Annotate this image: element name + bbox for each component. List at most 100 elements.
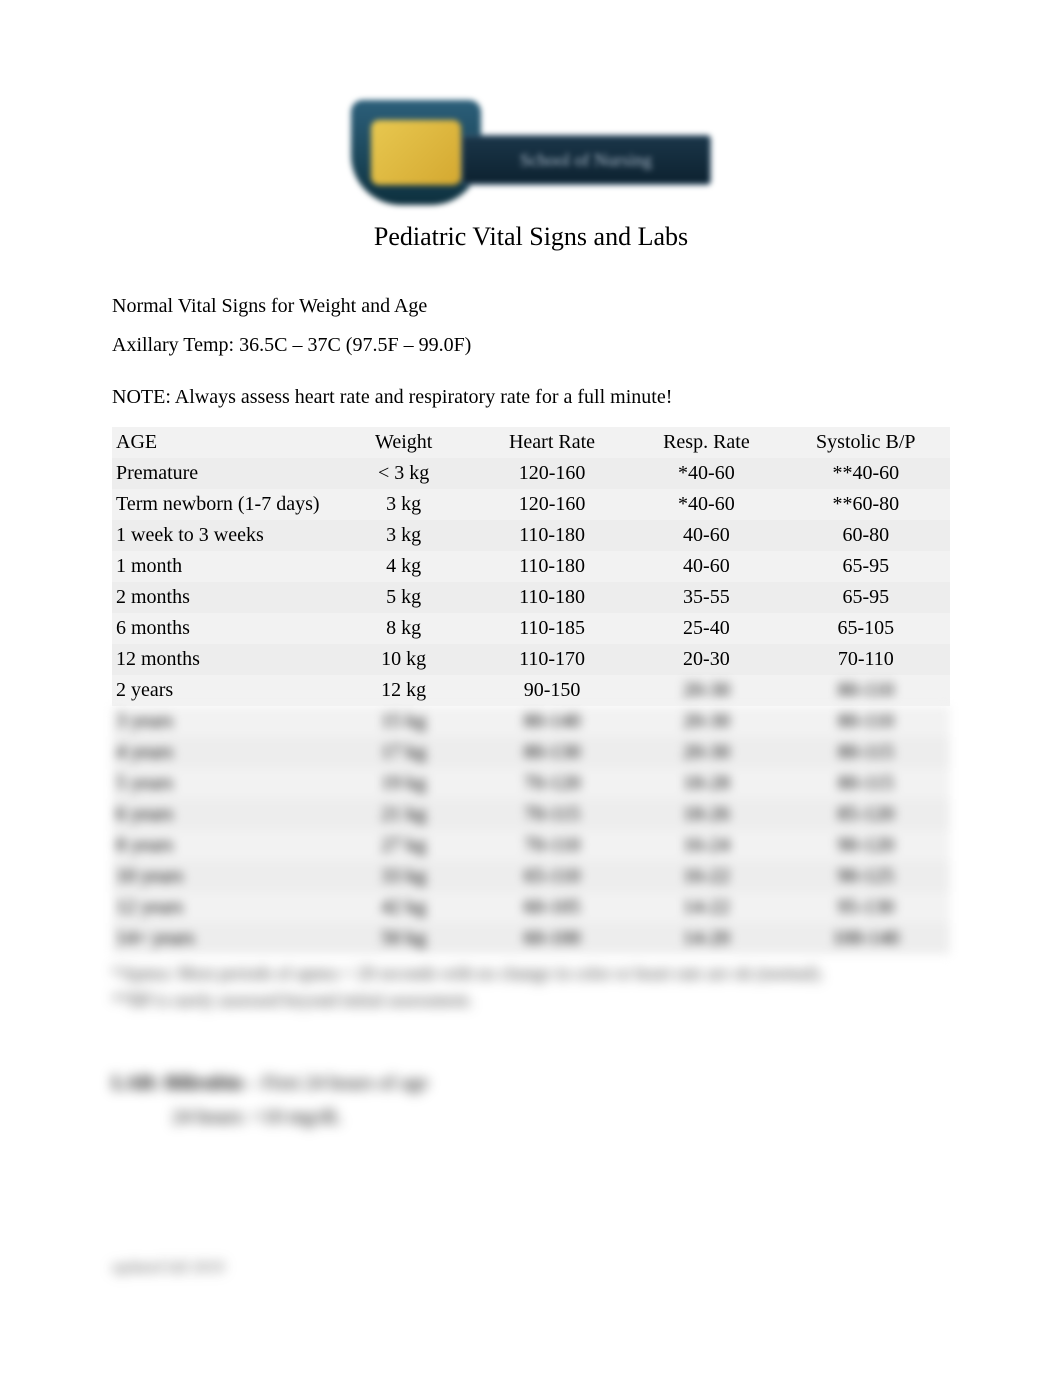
footnote: *Apnea: Most periods of apnea < 20 secon…	[112, 960, 950, 1014]
cell-age: 12 months	[112, 644, 335, 675]
cell-resprate: 35-55	[631, 582, 781, 613]
cell-age: 4 years	[112, 737, 335, 768]
cell-heartrate: 60-105	[473, 892, 631, 923]
cell-heartrate: 110-180	[473, 520, 631, 551]
cell-bp: **40-60	[782, 458, 950, 489]
cell-age: 1 month	[112, 551, 335, 582]
cell-bp: 80-110	[782, 706, 950, 737]
logo-container: School of Nursing	[112, 100, 950, 210]
cell-age: 5 years	[112, 768, 335, 799]
cell-weight: < 3 kg	[335, 458, 473, 489]
note-line: NOTE: Always assess heart rate and respi…	[112, 386, 950, 409]
intro-line2: Axillary Temp: 36.5C – 37C (97.5F – 99.0…	[112, 329, 950, 362]
cell-weight: 33 kg	[335, 861, 473, 892]
table-row: 10 years 33 kg 65-110 16-22 90-125	[112, 861, 950, 892]
cell-age: 2 months	[112, 582, 335, 613]
intro-line1: Normal Vital Signs for Weight and Age	[112, 290, 950, 323]
cell-resprate: 20-30	[631, 706, 781, 737]
footnote-line2: **BP is rarely assessed beyond initial a…	[112, 987, 950, 1014]
cell-resprate: 14-20	[631, 923, 781, 954]
lab-line2: 24 hours: <10 mg/dL	[112, 1100, 950, 1134]
cell-heartrate: 70-115	[473, 799, 631, 830]
cell-resprate: 14-22	[631, 892, 781, 923]
cell-weight: 4 kg	[335, 551, 473, 582]
cell-age: 10 years	[112, 861, 335, 892]
table-row: 6 years 21 kg 70-115 18-26 85-120	[112, 799, 950, 830]
cell-resprate: 18-26	[631, 799, 781, 830]
cell-resprate: 40-60	[631, 520, 781, 551]
cell-age: 3 years	[112, 706, 335, 737]
col-header-bp: Systolic B/P	[782, 427, 950, 458]
cell-heartrate: 65-110	[473, 861, 631, 892]
cell-age: Premature	[112, 458, 335, 489]
cell-resprate: 20-30	[631, 737, 781, 768]
cell-bp: 65-95	[782, 551, 950, 582]
cell-weight: 3 kg	[335, 520, 473, 551]
cell-resprate: 18-28	[631, 768, 781, 799]
cell-weight: 10 kg	[335, 644, 473, 675]
table-row: 5 years 19 kg 70-120 18-28 80-115	[112, 768, 950, 799]
cell-age: 14+ years	[112, 923, 335, 954]
bottom-note: updated fall 2019	[112, 1259, 224, 1277]
table-row: 2 months 5 kg 110-180 35-55 65-95	[112, 582, 950, 613]
table-header-row: AGE Weight Heart Rate Resp. Rate Systoli…	[112, 427, 950, 458]
cell-weight: 21 kg	[335, 799, 473, 830]
cell-heartrate: 70-110	[473, 830, 631, 861]
page-title: Pediatric Vital Signs and Labs	[112, 222, 950, 252]
cell-bp: 85-120	[782, 799, 950, 830]
table-row: 12 months 10 kg 110-170 20-30 70-110	[112, 644, 950, 675]
cell-weight: 27 kg	[335, 830, 473, 861]
cell-heartrate: 120-160	[473, 489, 631, 520]
cell-heartrate: 70-120	[473, 768, 631, 799]
cell-weight: 19 kg	[335, 768, 473, 799]
cell-age: 1 week to 3 weeks	[112, 520, 335, 551]
cell-resprate: 16-24	[631, 830, 781, 861]
cell-heartrate: 110-180	[473, 582, 631, 613]
col-header-resprate: Resp. Rate	[631, 427, 781, 458]
col-header-heartrate: Heart Rate	[473, 427, 631, 458]
table-row: 2 years 12 kg 90-150 20-30 80-110	[112, 675, 950, 706]
lab-rest: – First 24 hours of age	[243, 1072, 429, 1094]
table-row: Premature < 3 kg 120-160 *40-60 **40-60	[112, 458, 950, 489]
logo-banner: School of Nursing	[461, 135, 711, 185]
cell-heartrate: 110-170	[473, 644, 631, 675]
lab-label: LAB: Bilirubin	[112, 1072, 243, 1094]
cell-weight: 15 kg	[335, 706, 473, 737]
cell-heartrate: 110-185	[473, 613, 631, 644]
cell-bp: 65-95	[782, 582, 950, 613]
cell-heartrate: 80-130	[473, 737, 631, 768]
cell-weight: 50 kg	[335, 923, 473, 954]
blurred-lab-section: LAB: Bilirubin – First 24 hours of age 2…	[112, 1066, 950, 1134]
cell-age: 8 years	[112, 830, 335, 861]
blurred-table-rows: 3 years 15 kg 80-140 20-30 80-110 4 year…	[112, 706, 950, 954]
cell-heartrate: 80-140	[473, 706, 631, 737]
table-row: 6 months 8 kg 110-185 25-40 65-105	[112, 613, 950, 644]
cell-bp: 65-105	[782, 613, 950, 644]
table-row: 3 years 15 kg 80-140 20-30 80-110	[112, 706, 950, 737]
cell-resprate-blurred: 20-30	[631, 675, 781, 706]
cell-heartrate: 110-180	[473, 551, 631, 582]
table-row: 4 years 17 kg 80-130 20-30 80-115	[112, 737, 950, 768]
cell-bp: **60-80	[782, 489, 950, 520]
cell-weight: 17 kg	[335, 737, 473, 768]
footnote-line1: *Apnea: Most periods of apnea < 20 secon…	[112, 960, 950, 987]
cell-resprate: *40-60	[631, 489, 781, 520]
cell-bp-blurred: 80-110	[782, 675, 950, 706]
cell-bp: 90-120	[782, 830, 950, 861]
cell-resprate: *40-60	[631, 458, 781, 489]
cell-bp: 90-125	[782, 861, 950, 892]
cell-age: Term newborn (1-7 days)	[112, 489, 335, 520]
cell-weight: 12 kg	[335, 675, 473, 706]
cell-weight: 8 kg	[335, 613, 473, 644]
cell-resprate: 40-60	[631, 551, 781, 582]
cell-weight: 5 kg	[335, 582, 473, 613]
cell-weight: 42 kg	[335, 892, 473, 923]
cell-bp: 80-115	[782, 737, 950, 768]
logo: School of Nursing	[351, 100, 711, 210]
cell-age: 6 years	[112, 799, 335, 830]
cell-age: 6 months	[112, 613, 335, 644]
cell-bp: 95-130	[782, 892, 950, 923]
table-row: 1 week to 3 weeks 3 kg 110-180 40-60 60-…	[112, 520, 950, 551]
table-row: 12 years 42 kg 60-105 14-22 95-130	[112, 892, 950, 923]
cell-resprate: 25-40	[631, 613, 781, 644]
